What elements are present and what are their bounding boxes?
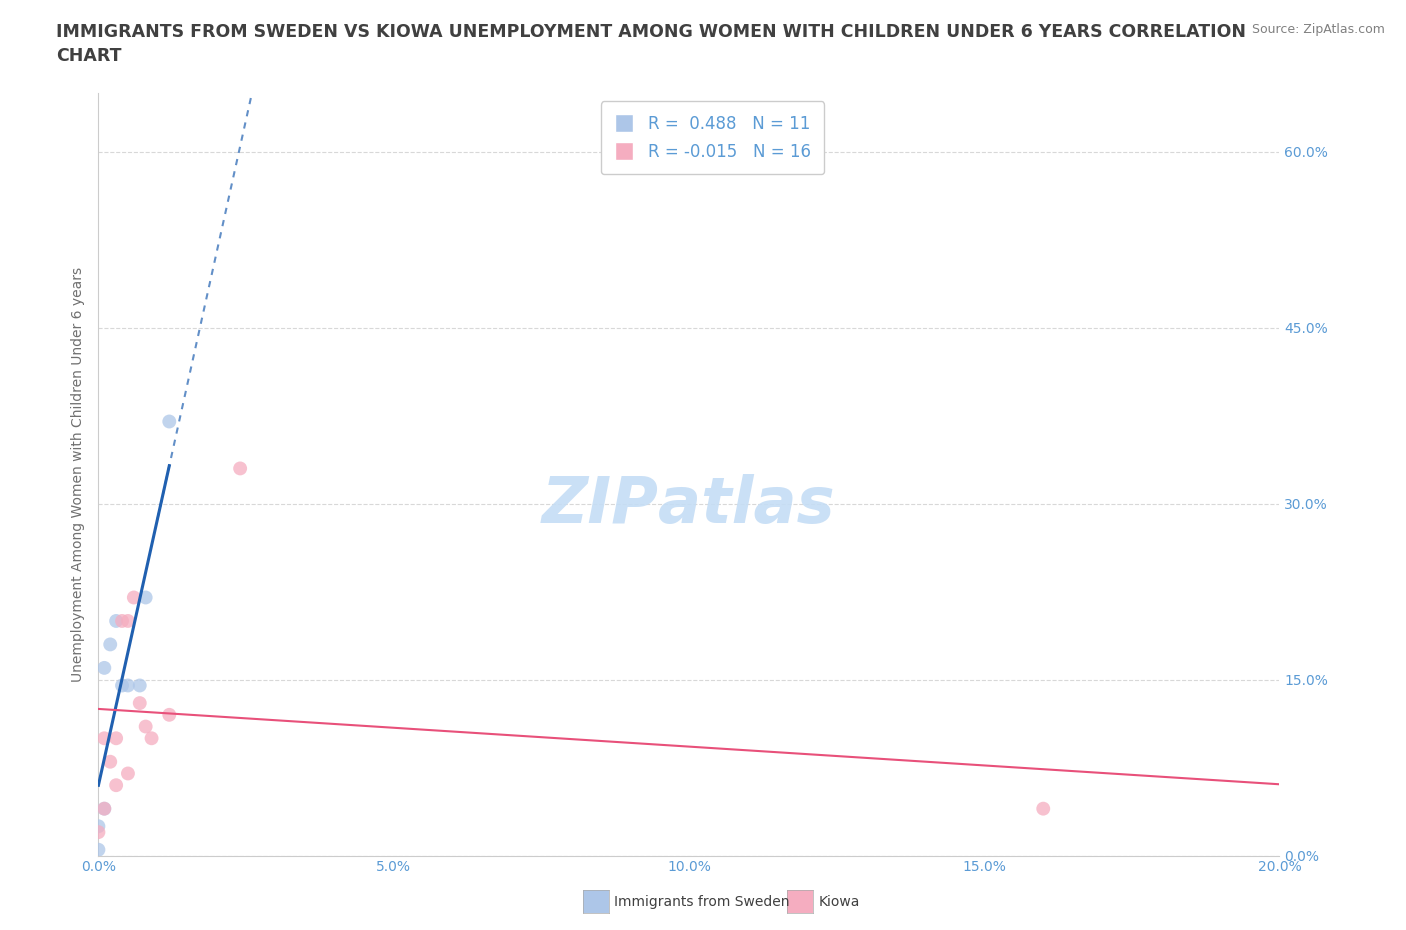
Point xyxy=(1032,802,1054,817)
Point xyxy=(117,766,139,781)
Text: Immigrants from Sweden: Immigrants from Sweden xyxy=(614,895,790,910)
Point xyxy=(157,414,180,429)
Text: IMMIGRANTS FROM SWEDEN VS KIOWA UNEMPLOYMENT AMONG WOMEN WITH CHILDREN UNDER 6 Y: IMMIGRANTS FROM SWEDEN VS KIOWA UNEMPLOY… xyxy=(56,23,1246,65)
Point xyxy=(122,590,145,604)
Point xyxy=(117,614,139,629)
Y-axis label: Unemployment Among Women with Children Under 6 years: Unemployment Among Women with Children U… xyxy=(70,267,84,682)
Point xyxy=(93,731,115,746)
Point xyxy=(111,678,134,693)
Point xyxy=(105,614,128,629)
Point xyxy=(128,678,150,693)
Point xyxy=(229,461,252,476)
Point xyxy=(141,731,163,746)
Point xyxy=(135,719,157,734)
Point xyxy=(105,777,128,792)
Point xyxy=(135,590,157,604)
Point xyxy=(87,825,110,840)
Point xyxy=(98,754,121,769)
Legend: R =  0.488   N = 11, R = -0.015   N = 16: R = 0.488 N = 11, R = -0.015 N = 16 xyxy=(600,101,824,174)
Point xyxy=(87,818,110,833)
Point xyxy=(93,802,115,817)
Point xyxy=(128,696,150,711)
Point xyxy=(105,731,128,746)
Text: Kiowa: Kiowa xyxy=(818,895,859,910)
Point xyxy=(98,637,121,652)
Text: ZIP​atlas: ZIP​atlas xyxy=(543,473,835,536)
Text: Source: ZipAtlas.com: Source: ZipAtlas.com xyxy=(1251,23,1385,36)
Point xyxy=(117,678,139,693)
Point xyxy=(111,614,134,629)
Point xyxy=(157,708,180,723)
Point xyxy=(93,660,115,675)
Point xyxy=(87,843,110,857)
Point xyxy=(93,802,115,817)
